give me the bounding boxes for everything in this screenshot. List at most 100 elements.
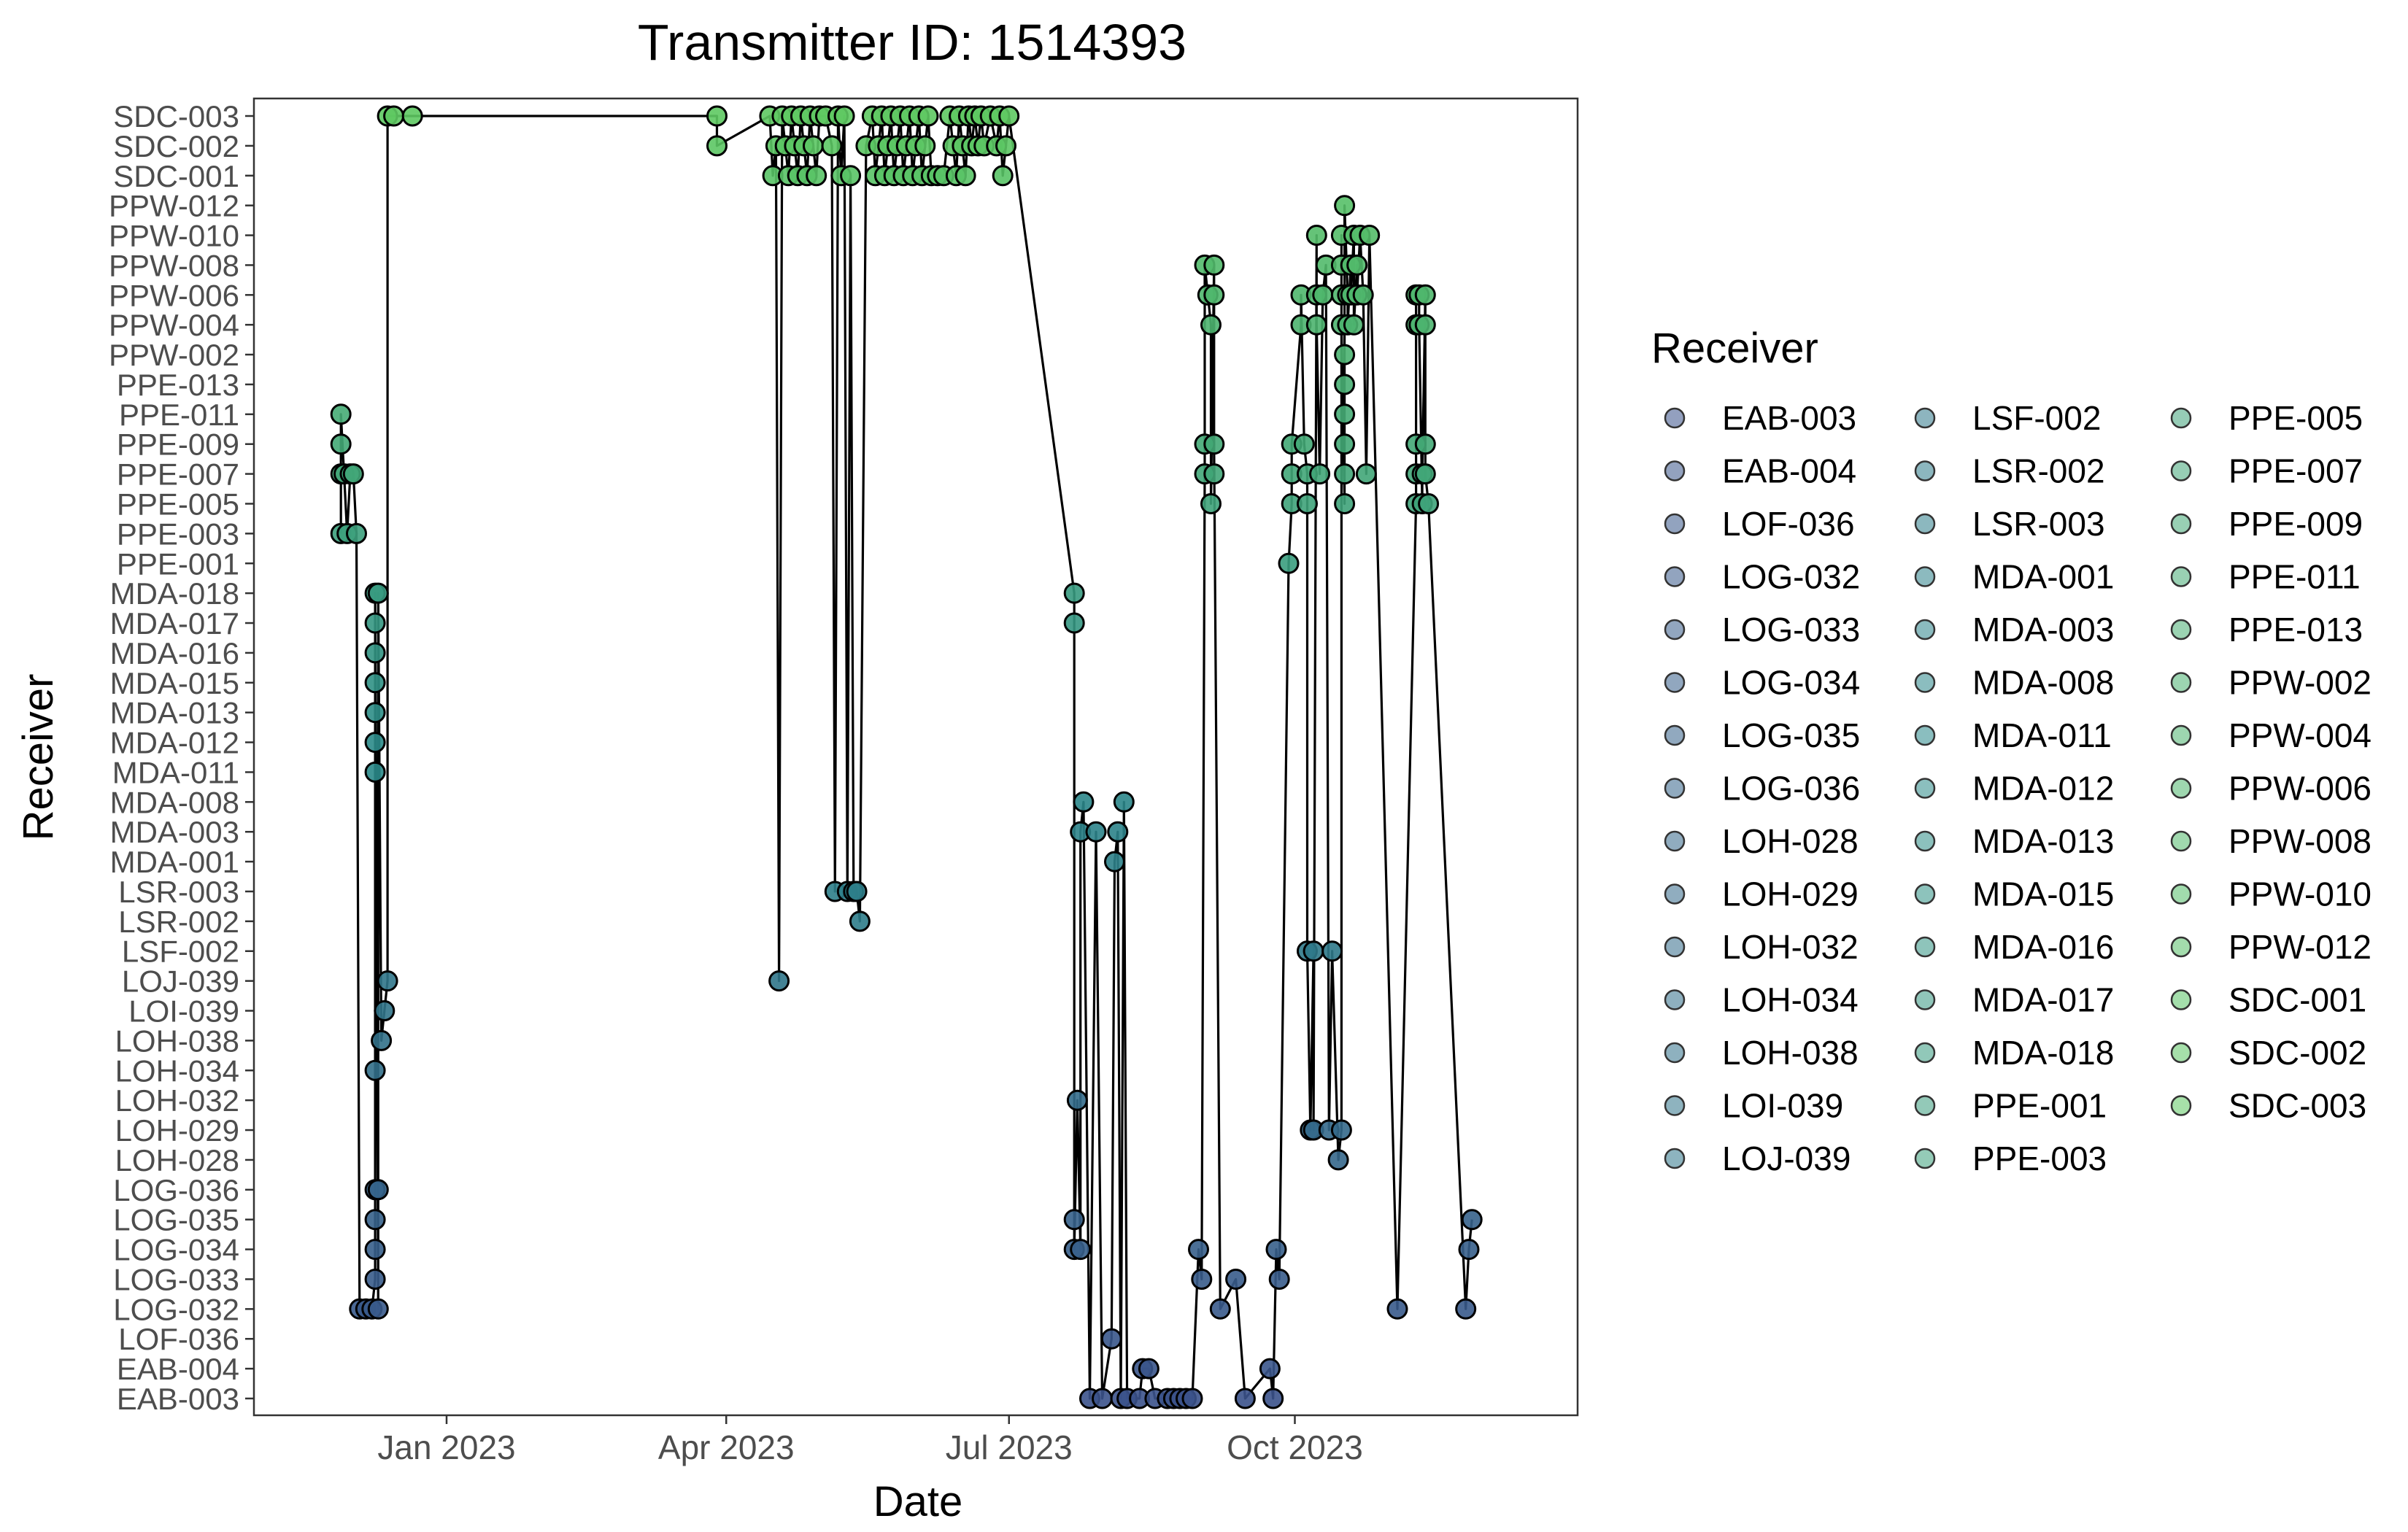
legend-item: PPE-007 bbox=[2170, 452, 2363, 490]
legend-label: MDA-008 bbox=[1972, 664, 2114, 702]
legend-item: LSR-003 bbox=[1914, 505, 2105, 543]
detection-point bbox=[1209, 1298, 1231, 1320]
legend-key bbox=[2170, 936, 2192, 958]
legend-label: LOF-036 bbox=[1722, 505, 1855, 543]
legend-item: LOG-035 bbox=[1664, 716, 1860, 754]
detection-point bbox=[1100, 1328, 1122, 1350]
legend-item: PPW-010 bbox=[2170, 875, 2372, 913]
detection-point bbox=[1321, 940, 1343, 962]
legend-key bbox=[1664, 672, 1686, 693]
legend-key bbox=[1664, 1042, 1686, 1064]
legend-item: PPW-012 bbox=[2170, 928, 2372, 966]
y-tick-label: LOG-035 bbox=[113, 1203, 239, 1237]
y-tick-label: PPW-002 bbox=[109, 338, 239, 372]
y-tick-label: LOI-039 bbox=[128, 994, 239, 1029]
legend-label: MDA-012 bbox=[1972, 770, 2114, 808]
x-axis-title: Date bbox=[873, 1478, 963, 1525]
detection-point bbox=[346, 522, 367, 544]
legend-key bbox=[2170, 778, 2192, 799]
legend-label: EAB-003 bbox=[1722, 399, 1856, 437]
legend-key bbox=[2170, 619, 2192, 641]
y-tick-label: LOG-032 bbox=[113, 1292, 239, 1326]
detection-point bbox=[1461, 1209, 1483, 1231]
detection-point bbox=[1225, 1269, 1247, 1290]
legend-label: PPW-004 bbox=[2228, 716, 2372, 754]
legend-item: PPW-004 bbox=[2170, 716, 2372, 754]
legend-label: LOJ-039 bbox=[1722, 1140, 1851, 1177]
legend-item: LOH-028 bbox=[1664, 822, 1859, 860]
legend-key bbox=[1664, 724, 1686, 746]
legend: Receiver EAB-003 EAB-004 LOF-036 LOG-032 LOG… bbox=[1651, 325, 2372, 1177]
legend-key bbox=[1664, 936, 1686, 958]
detection-point bbox=[1343, 314, 1365, 336]
legend-item: MDA-017 bbox=[1914, 981, 2114, 1019]
detection-point bbox=[1359, 225, 1381, 246]
legend-item: LOI-039 bbox=[1664, 1087, 1843, 1125]
detection-point bbox=[1355, 463, 1377, 485]
legend-key bbox=[1914, 619, 1936, 641]
legend-item: PPE-001 bbox=[1914, 1087, 2107, 1125]
legend-item: LOH-029 bbox=[1664, 875, 1859, 913]
detection-point bbox=[1092, 1388, 1113, 1409]
legend-key bbox=[1664, 619, 1686, 641]
legend-label: PPE-013 bbox=[2228, 611, 2363, 649]
detection-point bbox=[367, 1179, 389, 1201]
legend-label: LOG-033 bbox=[1722, 611, 1860, 649]
legend-key bbox=[1914, 883, 1936, 905]
legend-label: PPE-009 bbox=[2228, 505, 2363, 543]
detection-point bbox=[998, 105, 1020, 127]
y-tick-label: MDA-011 bbox=[112, 755, 239, 789]
legend-item: EAB-003 bbox=[1664, 399, 1856, 437]
y-tick-label: PPE-005 bbox=[117, 487, 239, 521]
detection-point bbox=[1334, 344, 1356, 365]
y-tick-label: MDA-012 bbox=[110, 726, 239, 760]
detection-point bbox=[1203, 284, 1225, 306]
detection-point bbox=[364, 702, 386, 724]
y-tick-label: MDA-017 bbox=[110, 606, 239, 641]
legend-key bbox=[2170, 989, 2192, 1010]
legend-key bbox=[1664, 883, 1686, 905]
track-line bbox=[339, 115, 1473, 1400]
legend-label: PPE-001 bbox=[1972, 1087, 2107, 1125]
detection-point bbox=[330, 433, 352, 455]
y-tick-label: LOH-034 bbox=[115, 1053, 239, 1088]
legend-label: SDC-001 bbox=[2228, 981, 2366, 1019]
detection-point bbox=[377, 970, 398, 992]
detection-point bbox=[383, 105, 405, 127]
legend-item: EAB-004 bbox=[1664, 452, 1856, 490]
x-tick-label: Jul 2023 bbox=[946, 1428, 1073, 1466]
detection-point bbox=[371, 1029, 393, 1051]
legend-label: PPW-002 bbox=[2228, 664, 2372, 702]
detection-point bbox=[1203, 254, 1225, 276]
y-tick-label: SDC-002 bbox=[113, 129, 239, 163]
detection-point bbox=[1305, 314, 1327, 336]
y-tick-label: LOH-038 bbox=[115, 1024, 239, 1058]
y-tick-label: MDA-008 bbox=[110, 785, 239, 819]
legend-label: MDA-003 bbox=[1972, 611, 2114, 649]
legend-label: LOH-032 bbox=[1722, 928, 1859, 966]
y-axis: EAB-003EAB-004LOF-036LOG-032LOG-033LOG-0… bbox=[109, 99, 254, 1416]
y-tick-label: LOH-029 bbox=[115, 1113, 239, 1148]
detection-point bbox=[803, 135, 824, 157]
legend-label: LOG-034 bbox=[1722, 664, 1860, 702]
legend-label: SDC-003 bbox=[2228, 1087, 2366, 1125]
detection-point bbox=[401, 105, 423, 127]
detection-point bbox=[1203, 463, 1225, 485]
detection-point bbox=[1414, 463, 1436, 485]
legend-item: LOG-036 bbox=[1664, 770, 1860, 808]
y-tick-label: PPW-006 bbox=[109, 278, 239, 312]
y-tick-label: LOF-036 bbox=[118, 1322, 239, 1356]
detection-point bbox=[1334, 463, 1356, 485]
y-tick-label: LSF-002 bbox=[122, 935, 239, 969]
y-axis-title: Receiver bbox=[15, 674, 62, 841]
detection-points-layer bbox=[330, 105, 1483, 1409]
legend-key bbox=[1914, 1042, 1936, 1064]
legend-label: PPE-007 bbox=[2228, 452, 2363, 490]
legend-key bbox=[2170, 830, 2192, 852]
detection-point bbox=[706, 135, 728, 157]
legend-key bbox=[1664, 830, 1686, 852]
detection-point bbox=[992, 165, 1014, 187]
detection-point bbox=[1327, 1149, 1349, 1171]
y-tick-label: MDA-013 bbox=[110, 696, 239, 730]
legend-label: EAB-004 bbox=[1722, 452, 1856, 490]
